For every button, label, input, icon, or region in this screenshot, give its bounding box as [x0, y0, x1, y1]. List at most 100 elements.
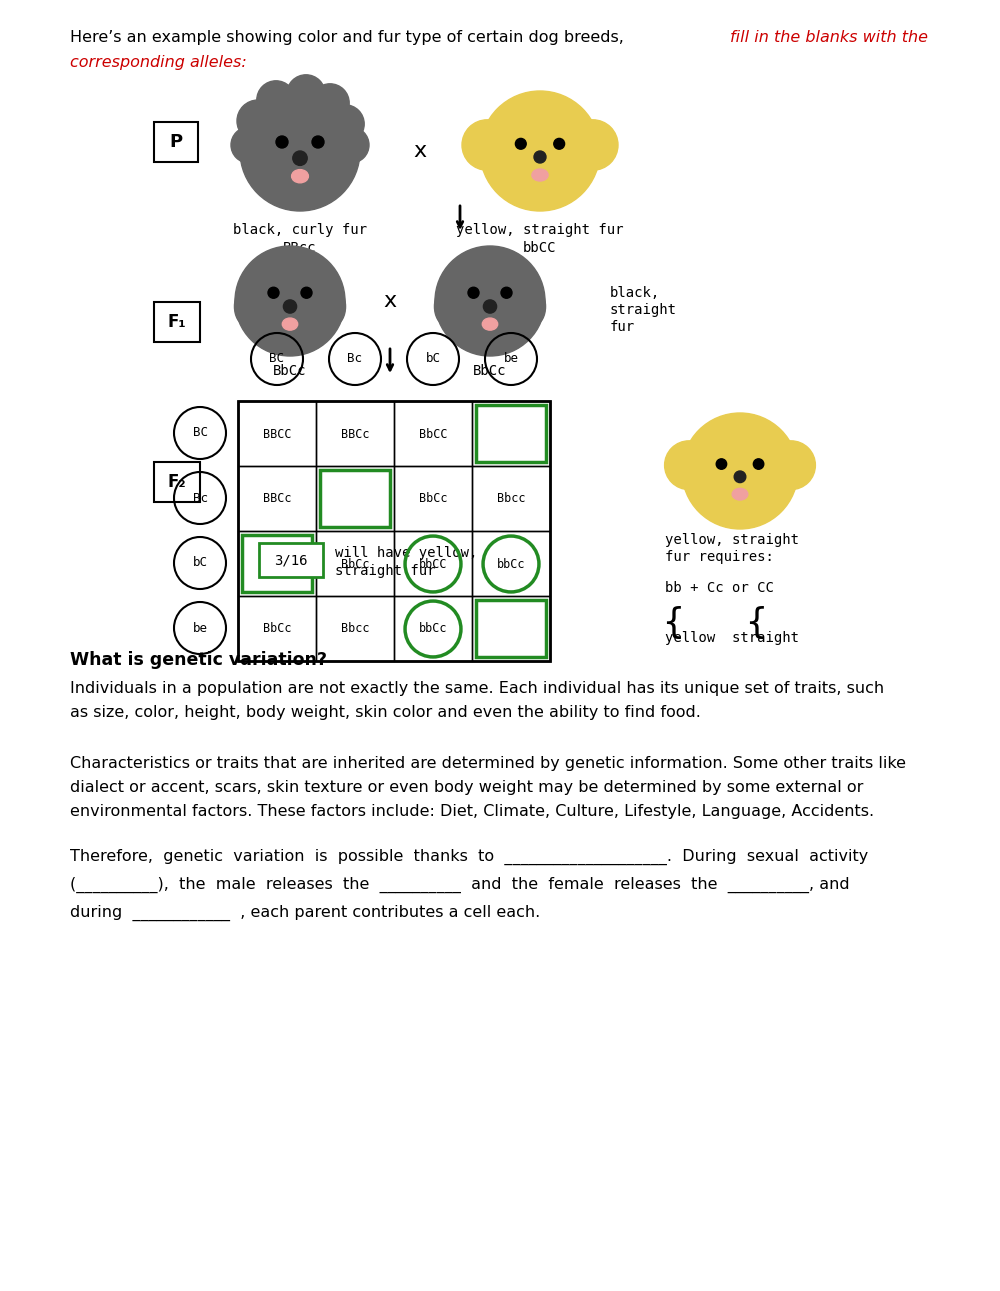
Text: BbCC: BbCC — [419, 427, 447, 440]
Text: P: P — [169, 133, 183, 151]
Bar — [394, 531, 472, 596]
Circle shape — [247, 152, 281, 186]
Text: BbCc: BbCc — [473, 364, 507, 378]
Text: bC: bC — [192, 556, 208, 569]
Bar — [472, 596, 550, 661]
Text: will have yellow,: will have yellow, — [335, 546, 477, 560]
Circle shape — [468, 288, 479, 298]
Text: BbCc: BbCc — [341, 558, 369, 571]
Circle shape — [235, 247, 345, 356]
Text: BBCc: BBCc — [341, 427, 369, 440]
Ellipse shape — [282, 318, 298, 330]
Circle shape — [716, 458, 727, 469]
Circle shape — [293, 151, 307, 165]
Text: What is genetic variation?: What is genetic variation? — [70, 651, 327, 669]
Text: yellow, straight fur: yellow, straight fur — [456, 223, 624, 238]
Bar — [472, 402, 550, 466]
Text: F₂: F₂ — [168, 473, 186, 491]
Bar — [238, 531, 316, 596]
Bar — [476, 600, 546, 657]
Circle shape — [554, 138, 565, 150]
Text: Therefore,  genetic  variation  is  possible  thanks  to  ____________________. : Therefore, genetic variation is possible… — [70, 849, 868, 865]
Circle shape — [462, 120, 512, 170]
Ellipse shape — [525, 289, 546, 324]
Text: environmental factors. These factors include: Diet, Climate, Culture, Lifestyle,: environmental factors. These factors inc… — [70, 804, 874, 818]
Ellipse shape — [262, 270, 318, 305]
Text: BC: BC — [270, 352, 285, 365]
Ellipse shape — [482, 318, 498, 330]
Circle shape — [501, 288, 512, 298]
Bar — [238, 402, 316, 466]
Ellipse shape — [532, 169, 548, 181]
Text: bC: bC — [426, 352, 440, 365]
Bar — [394, 402, 472, 466]
Text: Bc: Bc — [192, 492, 208, 505]
Text: straight: straight — [610, 303, 677, 318]
Bar — [394, 466, 472, 531]
Text: bbCc: bbCc — [497, 558, 525, 571]
Text: Here’s an example showing color and fur type of certain dog breeds,: Here’s an example showing color and fur … — [70, 30, 629, 45]
Circle shape — [287, 75, 325, 114]
Text: be: be — [504, 352, 518, 365]
Circle shape — [326, 105, 364, 143]
Circle shape — [231, 127, 267, 163]
Circle shape — [534, 151, 546, 163]
Text: as size, color, height, body weight, skin color and even the ability to find foo: as size, color, height, body weight, ski… — [70, 705, 701, 720]
Text: {: { — [745, 605, 767, 640]
FancyBboxPatch shape — [154, 302, 200, 342]
Text: corresponding alleles:: corresponding alleles: — [70, 56, 247, 70]
Text: straight fur: straight fur — [335, 564, 436, 578]
Ellipse shape — [292, 169, 308, 183]
Ellipse shape — [732, 488, 748, 500]
Text: Individuals in a population are not exactly the same. Each individual has its un: Individuals in a population are not exac… — [70, 680, 884, 696]
Circle shape — [665, 440, 713, 489]
Circle shape — [240, 90, 360, 210]
Text: black,: black, — [610, 287, 660, 300]
Text: {: { — [662, 605, 684, 640]
Text: Bbcc: Bbcc — [497, 492, 525, 506]
Text: bbCC: bbCC — [523, 241, 557, 256]
Text: (__________),  the  male  releases  the  __________  and  the  female  releases : (__________), the male releases the ____… — [70, 877, 850, 893]
Text: Bc: Bc — [348, 352, 362, 365]
Text: bbCc: bbCc — [419, 622, 447, 635]
Text: dialect or accent, scars, skin texture or even body weight may be determined by : dialect or accent, scars, skin texture o… — [70, 780, 863, 795]
Circle shape — [483, 300, 497, 314]
Text: 3/16: 3/16 — [274, 553, 308, 567]
Circle shape — [734, 471, 746, 483]
Text: F₁: F₁ — [168, 312, 186, 330]
Bar — [316, 531, 394, 596]
Bar — [242, 534, 312, 593]
Circle shape — [311, 84, 349, 123]
Text: during  ____________  , each parent contributes a cell each.: during ____________ , each parent contri… — [70, 905, 540, 922]
Circle shape — [753, 458, 764, 469]
Text: BbCc: BbCc — [273, 364, 307, 378]
Text: BBCC: BBCC — [263, 427, 291, 440]
Ellipse shape — [462, 270, 518, 305]
Text: BBcc: BBcc — [283, 241, 317, 256]
Text: black, curly fur: black, curly fur — [233, 223, 367, 238]
Text: BbCc: BbCc — [263, 622, 291, 635]
Text: bbCC: bbCC — [419, 558, 447, 571]
Ellipse shape — [509, 115, 572, 163]
FancyBboxPatch shape — [154, 123, 198, 161]
Circle shape — [319, 152, 353, 186]
Ellipse shape — [710, 436, 770, 483]
Ellipse shape — [434, 289, 455, 324]
Text: BC: BC — [192, 426, 208, 439]
Text: BbCc: BbCc — [419, 492, 447, 506]
Bar — [238, 402, 550, 661]
Bar — [316, 402, 394, 466]
Bar — [472, 531, 550, 596]
Circle shape — [515, 138, 526, 150]
Circle shape — [480, 90, 600, 210]
Text: yellow, straight: yellow, straight — [665, 533, 799, 547]
Circle shape — [435, 247, 545, 356]
Circle shape — [237, 99, 279, 142]
Bar — [472, 466, 550, 531]
Text: Bbcc: Bbcc — [341, 622, 369, 635]
Bar — [316, 466, 394, 531]
Circle shape — [265, 170, 299, 204]
FancyBboxPatch shape — [259, 544, 323, 577]
Circle shape — [257, 81, 295, 119]
Circle shape — [268, 288, 279, 298]
